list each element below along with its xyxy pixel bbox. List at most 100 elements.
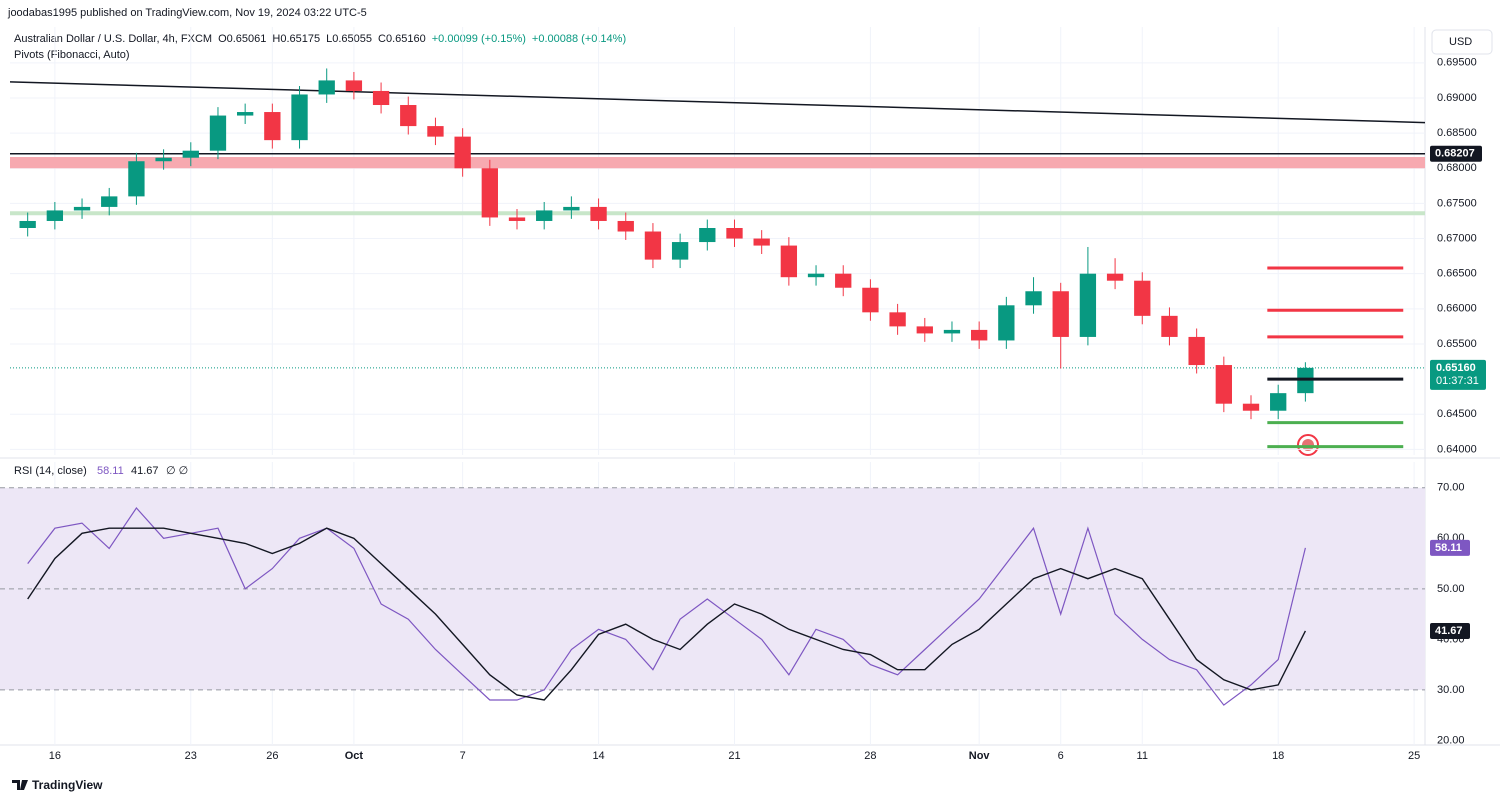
candle-body: [372, 90, 390, 106]
candle-body: [1270, 393, 1287, 411]
candle-body: [19, 220, 36, 228]
candle-body: [726, 227, 743, 239]
last-price-label: 0.65160: [1436, 362, 1476, 374]
candle-body: [1134, 280, 1151, 316]
ohlc-value: C0.65160: [378, 33, 426, 45]
candle-body: [970, 329, 988, 341]
candle-body: [1079, 273, 1097, 337]
candle-body: [1188, 336, 1205, 366]
y-tick-label: 0.66500: [1437, 268, 1477, 280]
candle-body: [345, 80, 363, 91]
y-tick-label: 20.00: [1437, 734, 1465, 746]
zone: [10, 157, 1425, 169]
y-tick-label: 0.67000: [1437, 232, 1477, 244]
candle-body: [400, 105, 417, 127]
candle-body: [998, 305, 1015, 341]
y-tick-label: 0.69500: [1437, 57, 1477, 69]
price-pane: [10, 27, 1425, 455]
candle-body: [1242, 403, 1260, 411]
y-tick-label: 0.68500: [1437, 127, 1477, 139]
candle-body: [236, 112, 254, 116]
x-tick-label: Oct: [345, 750, 364, 762]
candle-body: [291, 94, 308, 141]
candle-body: [182, 150, 199, 158]
x-tick-label: 6: [1058, 750, 1064, 762]
y-tick-label: 0.67500: [1437, 197, 1477, 209]
candle-body: [590, 206, 607, 221]
candle-body: [780, 245, 798, 278]
candle-body: [617, 220, 634, 232]
currency-button[interactable]: [1431, 29, 1493, 55]
ohlc-value: L0.65055: [326, 33, 372, 45]
rsi-pane: [0, 462, 1425, 745]
candle-body: [155, 157, 172, 162]
candle-body: [1161, 315, 1178, 337]
y-tick-label: 0.65500: [1437, 338, 1477, 350]
x-tick-label: 14: [592, 750, 604, 762]
candle-body: [916, 326, 933, 334]
candle-body: [128, 161, 145, 197]
candle-body: [427, 126, 444, 137]
candle-body: [264, 112, 281, 141]
candle-body: [46, 210, 64, 221]
x-tick-label: 28: [864, 750, 876, 762]
y-tick-label: 0.66000: [1437, 303, 1477, 315]
rsi-line: [27, 527, 1307, 701]
y-tick-label: 0.64000: [1437, 443, 1477, 455]
candle-body: [943, 329, 961, 334]
value-label: 58.11: [1435, 542, 1462, 554]
candle-body: [807, 273, 825, 278]
y-tick-label: 0.64500: [1437, 408, 1477, 420]
candle-body: [671, 242, 689, 260]
ohlc-value: +0.00099 (+0.15%): [432, 33, 526, 45]
candle-body: [835, 273, 852, 288]
currency: USD: [1449, 36, 1472, 48]
x-tick-label: 7: [460, 750, 466, 762]
ohlc-value: H0.65175: [272, 33, 320, 45]
level-label-box: [1430, 145, 1482, 162]
candle-body: [862, 287, 879, 313]
candle-body: [1215, 365, 1232, 404]
value-box: [1430, 539, 1470, 556]
x-tick-label: 23: [185, 750, 197, 762]
value-box: [1430, 622, 1470, 639]
y-tick-label: 30.00: [1437, 684, 1465, 696]
x-tick-label: 18: [1272, 750, 1284, 762]
y-tick-label: 50.00: [1437, 583, 1465, 595]
trendline: [10, 81, 1425, 124]
y-tick-label: 70.00: [1437, 482, 1465, 494]
x-tick-label: 26: [266, 750, 278, 762]
rsi-legend-extra: ∅ ∅: [166, 465, 188, 477]
candle-body: [454, 136, 471, 169]
logo-text: TradingView: [32, 778, 103, 792]
level-label: 0.68207: [1435, 148, 1475, 160]
published-line: joodabas1995 published on TradingView.co…: [7, 7, 367, 19]
indicator-legend: Pivots (Fibonacci, Auto): [14, 49, 130, 61]
candle-body: [508, 217, 526, 221]
candle-body: [1106, 273, 1124, 281]
rsi-ma-legend-value: 41.67: [131, 465, 159, 477]
candle-body: [563, 206, 580, 211]
x-tick-label: 25: [1408, 750, 1420, 762]
x-tick-label: 21: [728, 750, 740, 762]
rsi-legend: RSI (14, close): [14, 465, 87, 477]
candle-body: [644, 231, 662, 260]
ohlc-value: +0.00088 (+0.14%): [532, 33, 626, 45]
candle-body: [101, 196, 118, 207]
logo-icon: [12, 780, 28, 790]
flag-icon: [1297, 434, 1319, 456]
candle-body: [889, 312, 906, 327]
y-tick-label: 0.69000: [1437, 92, 1477, 104]
candle-body: [73, 206, 91, 211]
candle-body: [1025, 291, 1042, 306]
candle-body: [536, 210, 553, 221]
x-tick-label: 11: [1137, 750, 1148, 762]
ohlc-value: O0.65061: [218, 33, 266, 45]
candle-body: [753, 238, 770, 246]
countdown: 01:37:31: [1436, 375, 1479, 387]
candle-body: [481, 168, 498, 218]
candle-body: [699, 227, 716, 243]
rsi-legend-value: 58.11: [97, 465, 124, 477]
